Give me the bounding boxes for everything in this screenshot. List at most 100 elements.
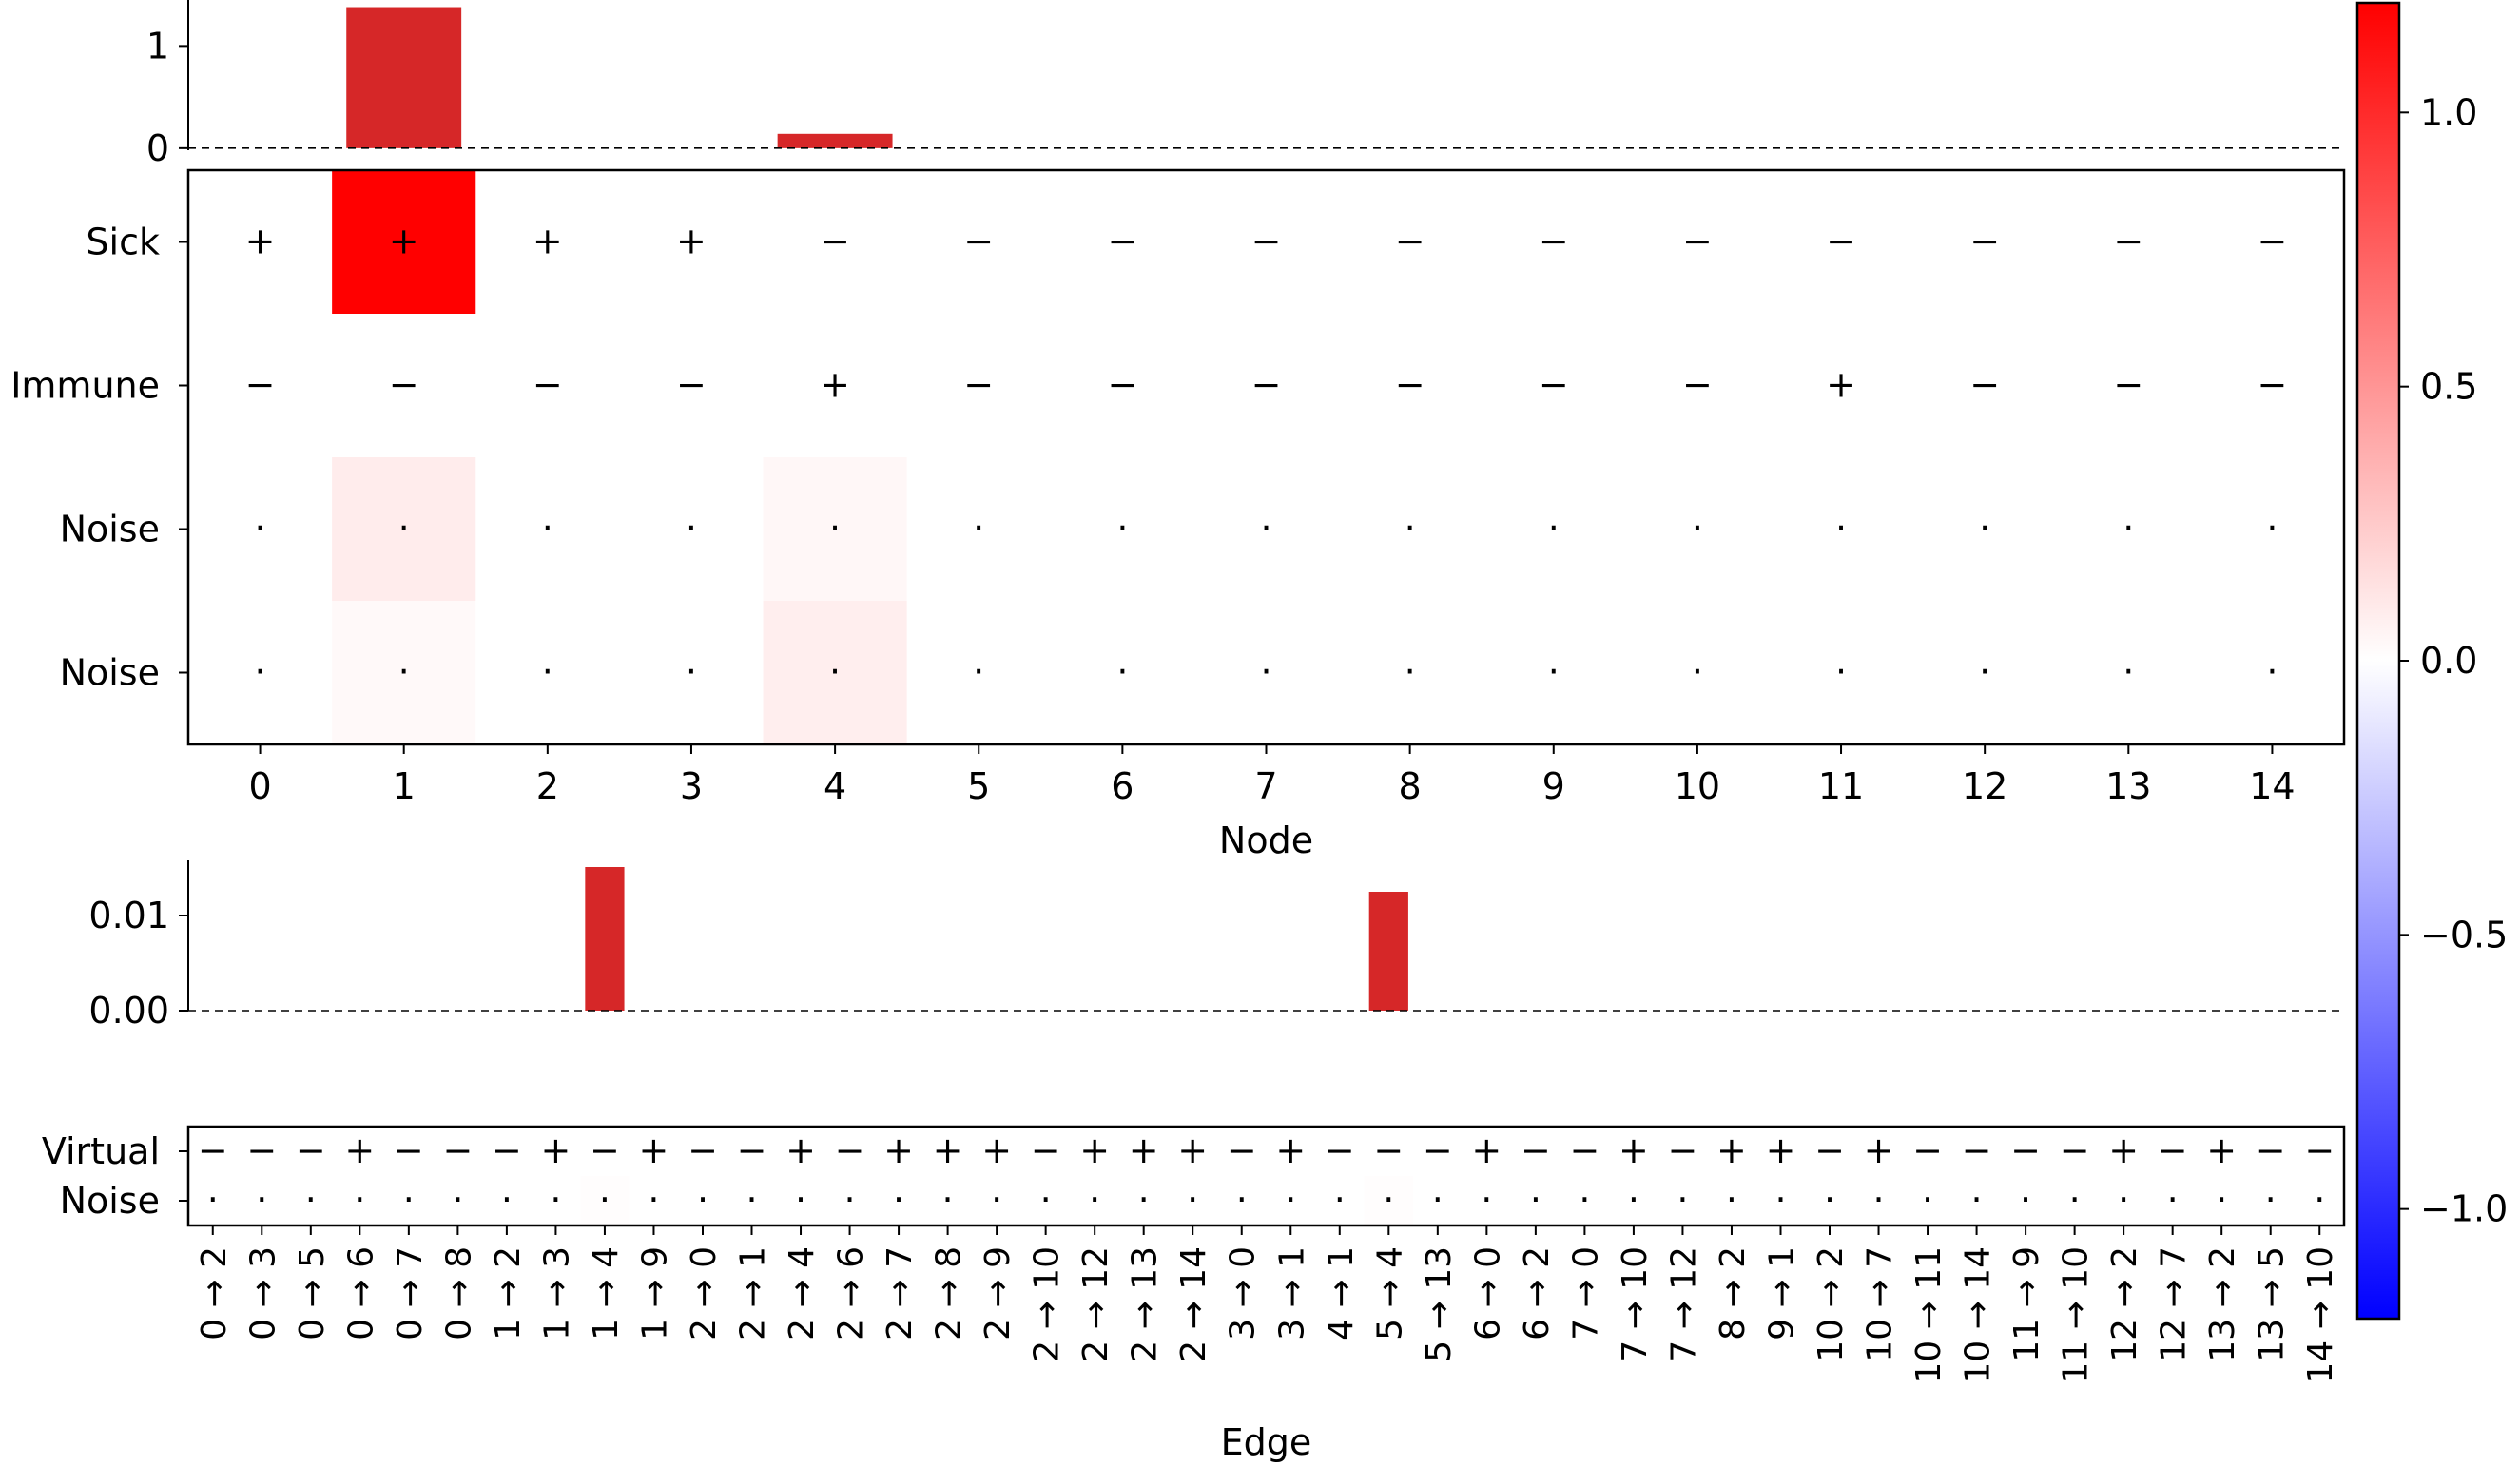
node-cell-symbol: − xyxy=(1682,364,1713,406)
node-heatmap-cell xyxy=(1769,601,1914,745)
edge-heatmap-cell xyxy=(2197,1176,2247,1226)
node-cell-symbol: − xyxy=(1539,221,1569,262)
edge-feature-heatmap: − − − + − − − + − + − − + − + + + − + + + − + − − − + − − + − + + − + − − − − +… xyxy=(42,1125,2346,1463)
edge-heatmap-cell xyxy=(1413,1127,1464,1177)
edge-x-tick-label: 1 → 9 xyxy=(635,1246,674,1341)
node-cell-symbol: · xyxy=(686,508,697,550)
edge-cell-symbol: − xyxy=(1325,1129,1355,1171)
node-heatmap-cell xyxy=(619,170,765,315)
edge-x-tick-label: 10 → 11 xyxy=(1909,1246,1948,1384)
node-bar-y-tick-label: 1 xyxy=(146,25,169,67)
edge-x-tick-label: 0 → 3 xyxy=(243,1246,282,1341)
node-row-label: Sick xyxy=(86,222,160,263)
node-cell-symbol: − xyxy=(676,364,707,406)
node-cell-symbol: − xyxy=(1395,364,1425,406)
edge-heatmap-cell xyxy=(1951,1127,2002,1177)
edge-heatmap-cell xyxy=(531,1176,581,1226)
node-heatmap-cell xyxy=(1482,314,1626,458)
node-heatmap-cell xyxy=(332,457,476,602)
edge-cell-symbol: + xyxy=(344,1129,375,1171)
node-heatmap-cell xyxy=(1193,170,1339,315)
edge-heatmap-cell xyxy=(1853,1176,1904,1226)
edge-heatmap-cell xyxy=(1755,1176,1806,1226)
edge-heatmap-cell xyxy=(1364,1176,1414,1226)
node-x-tick-label: 1 xyxy=(393,765,416,807)
node-cell-symbol: − xyxy=(1251,364,1282,406)
node-cell-symbol: · xyxy=(973,651,984,693)
edge-x-tick-label: 4 → 1 xyxy=(1322,1246,1361,1341)
node-x-tick-label: 12 xyxy=(1962,765,2007,807)
node-cell-symbol: − xyxy=(1826,221,1856,262)
edge-x-tick-label: 11 → 10 xyxy=(2057,1246,2096,1384)
edge-heatmap-cell xyxy=(2049,1127,2100,1177)
edge-x-tick-label: 9 → 1 xyxy=(1762,1246,1801,1341)
node-heatmap-cell xyxy=(188,170,333,315)
node-cell-symbol: − xyxy=(2113,221,2143,262)
edge-x-tick-label: 6 → 0 xyxy=(1468,1246,1507,1341)
edge-heatmap-cell xyxy=(629,1176,679,1226)
edge-x-tick-label: 5 → 13 xyxy=(1420,1246,1459,1362)
edge-x-tick-label: 1 → 2 xyxy=(489,1246,528,1341)
edge-heatmap-cell xyxy=(874,1176,924,1226)
edge-heatmap-cell xyxy=(237,1176,287,1226)
node-heatmap-cell xyxy=(1482,170,1626,315)
node-x-tick-label: 10 xyxy=(1675,765,1720,807)
node-heatmap-cell xyxy=(1338,314,1483,458)
node-cell-symbol: − xyxy=(2113,364,2143,406)
edge-cell-symbol: · xyxy=(2020,1179,2031,1221)
edge-heatmap-cell xyxy=(1657,1176,1708,1226)
colorbar-tick-label: 1.0 xyxy=(2420,91,2477,133)
edge-cell-symbol: − xyxy=(1423,1129,1453,1171)
node-x-axis-label: Node xyxy=(1219,820,1313,861)
edge-heatmap-cell xyxy=(1266,1127,1316,1177)
edge-heatmap-cell xyxy=(1020,1176,1071,1226)
node-heatmap-cell xyxy=(2200,170,2345,315)
edge-x-tick-label: 2 → 1 xyxy=(734,1246,773,1341)
node-cell-symbol: − xyxy=(1107,364,1137,406)
edge-heatmap-cell xyxy=(335,1127,385,1177)
edge-cell-symbol: − xyxy=(1227,1129,1257,1171)
edge-x-tick-label: 10 → 7 xyxy=(1861,1246,1900,1362)
edge-x-tick-label: 3 → 0 xyxy=(1224,1246,1263,1341)
node-cell-symbol: + xyxy=(533,221,563,262)
edge-x-tick-label: 12 → 7 xyxy=(2155,1246,2194,1362)
node-cell-symbol: − xyxy=(963,364,994,406)
edge-cell-symbol: · xyxy=(2118,1179,2129,1221)
node-cell-symbol: · xyxy=(1979,651,1990,693)
node-cell-symbol: · xyxy=(2123,651,2134,693)
node-cell-symbol: · xyxy=(1548,651,1560,693)
node-cell-symbol: · xyxy=(1116,651,1128,693)
node-heatmap-cell xyxy=(1050,457,1195,602)
edge-heatmap-cell xyxy=(384,1176,435,1226)
edge-cell-symbol: + xyxy=(785,1129,816,1171)
edge-cell-symbol: − xyxy=(2010,1129,2041,1171)
edge-heatmap-cell xyxy=(678,1176,728,1226)
node-cell-symbol: · xyxy=(1835,651,1847,693)
edge-heatmap-cell xyxy=(678,1127,728,1177)
node-heatmap-cell xyxy=(475,314,620,458)
edge-importance-bar xyxy=(585,867,625,1011)
edge-cell-symbol: · xyxy=(354,1179,365,1221)
edge-heatmap-cell xyxy=(2049,1176,2100,1226)
edge-heatmap-cell xyxy=(972,1176,1022,1226)
edge-x-tick-label: 13 → 5 xyxy=(2253,1246,2292,1362)
edge-heatmap-cell xyxy=(1707,1127,1757,1177)
edge-cell-symbol: · xyxy=(1824,1179,1835,1221)
edge-cell-symbol: · xyxy=(452,1179,463,1221)
node-cell-symbol: · xyxy=(2266,651,2278,693)
node-cell-symbol: · xyxy=(542,508,553,550)
edge-x-tick-label: 0 → 7 xyxy=(391,1246,430,1341)
edge-heatmap-cell xyxy=(1560,1176,1610,1226)
edge-x-tick-label: 7 → 12 xyxy=(1664,1246,1703,1362)
edge-heatmap-cell xyxy=(1070,1176,1120,1226)
edge-cell-symbol: − xyxy=(835,1129,865,1171)
node-cell-symbol: − xyxy=(820,221,850,262)
edge-heatmap-cell xyxy=(1707,1176,1757,1226)
node-cell-symbol: · xyxy=(398,508,410,550)
node-heatmap-cell xyxy=(2200,457,2345,602)
edge-cell-symbol: · xyxy=(1872,1179,1884,1221)
edge-cell-symbol: · xyxy=(2167,1179,2179,1221)
edge-cell-symbol: + xyxy=(1766,1129,1796,1171)
node-cell-symbol: + xyxy=(1826,364,1856,406)
edge-row-label: Noise xyxy=(60,1180,160,1222)
